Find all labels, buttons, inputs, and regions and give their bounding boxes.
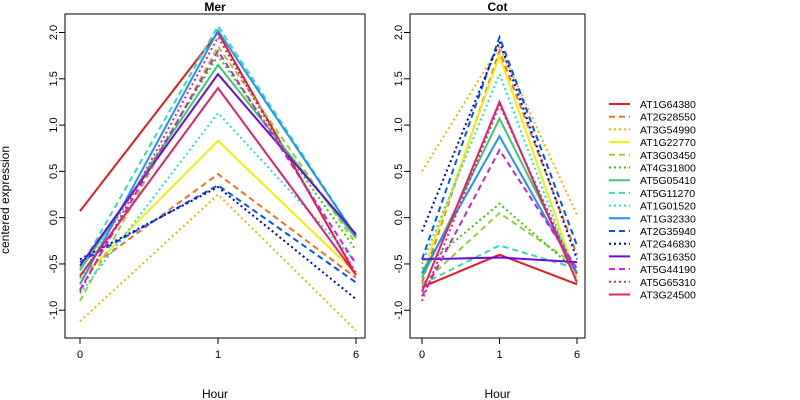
series-line-at3g54990 [79,193,357,332]
y-tick-label: 0.0 [393,210,405,225]
series-line-at3g16350 [421,256,578,264]
y-tick-label: 2.0 [48,25,60,40]
y-tick-label: -1.0 [393,301,405,320]
x-tick-label: 6 [574,349,580,361]
series-line-at1g32330 [79,28,357,285]
x-tick-label: 1 [215,349,221,361]
plot-frame [409,13,586,339]
series-line-at5g44190 [421,148,578,297]
y-tick-label: 1.5 [48,71,60,86]
series-line-at3g54990 [421,44,578,216]
x-tick-label: 1 [496,349,502,361]
series-line-at2g28550 [421,48,578,283]
series-line-at3g03450 [79,44,357,302]
series-line-at5g11270 [79,24,357,270]
legend-label: AT1G32330 [640,213,696,225]
series-line-at3g03450 [421,211,578,286]
legend-label: AT1G22770 [640,137,696,149]
legend-label: AT5G05410 [640,175,696,187]
series-line-at1g64380 [421,253,578,289]
y-tick-label: -0.5 [393,254,405,273]
y-tick-label: 2.0 [393,25,405,40]
plot-frame [64,13,366,339]
legend-label: AT5G11270 [640,188,695,200]
series-line-at2g35940 [79,184,357,284]
series-line-at5g65310 [79,35,357,293]
legend-label: AT3G54990 [640,124,696,136]
panel-title: Mer [204,0,226,14]
legend-label: AT3G16350 [640,251,696,263]
y-tick-label: 0.5 [48,164,60,179]
series-line-at4g31800 [421,202,578,273]
series-line-at5g05410 [79,63,357,271]
legend-label: AT2G46830 [640,239,696,251]
x-axis-label: Hour [484,387,510,400]
y-tick-label: -1.0 [48,301,60,320]
legend-label: AT5G65310 [640,277,696,289]
legend: AT1G64380AT2G28550AT3G54990AT1G22770AT3G… [609,99,696,302]
y-tick-label: 1.0 [393,117,405,132]
x-tick-label: 0 [77,349,83,361]
legend-label: AT1G01520 [640,201,696,213]
series-line-at3g24500 [421,99,578,293]
y-tick-label: 0.5 [393,164,405,179]
x-tick-label: 6 [353,349,359,361]
series-line-at1g01520 [79,111,357,295]
series-line-at1g01520 [421,71,578,281]
x-axis-label: Hour [202,387,228,400]
legend-label: AT1G64380 [640,99,696,111]
series-line-at1g22770 [421,52,578,279]
series-line-at5g65310 [421,102,578,302]
y-tick-label: -0.5 [48,254,60,273]
series-line-at3g16350 [79,72,357,267]
y-tick-label: 1.0 [48,117,60,132]
legend-label: AT3G24500 [640,290,696,302]
series-line-at2g35940 [421,34,578,260]
series-line-at2g28550 [79,172,357,279]
y-tick-label: 1.5 [393,71,405,86]
panel-cot: Cot -1.0 -0.5 0.0 0.5 1.0 1.5 2.0 0 1 6 Hour [393,0,586,400]
series-line-at3g24500 [79,86,357,277]
y-axis-label: centered expression [0,146,12,254]
chart-panels: Mer -1.0 -0.5 0.0 0.5 1.0 1.5 2.0 0 1 6 Hour Cot -1.0… [48,0,586,400]
y-tick-label: 0.0 [48,210,60,225]
legend-label: AT2G35940 [640,226,696,238]
series-line-at4g31800 [79,53,357,279]
panel-title: Cot [488,0,508,14]
legend-label: AT2G28550 [640,112,696,124]
series-line-at2g46830 [79,185,357,300]
legend-label: AT5G44190 [640,264,696,276]
legend-label: AT4G31800 [640,163,696,175]
legend-label: AT3G03450 [640,150,696,162]
x-tick-label: 0 [419,349,425,361]
panel-mer: Mer -1.0 -0.5 0.0 0.5 1.0 1.5 2.0 0 1 6 Hour [48,0,366,400]
